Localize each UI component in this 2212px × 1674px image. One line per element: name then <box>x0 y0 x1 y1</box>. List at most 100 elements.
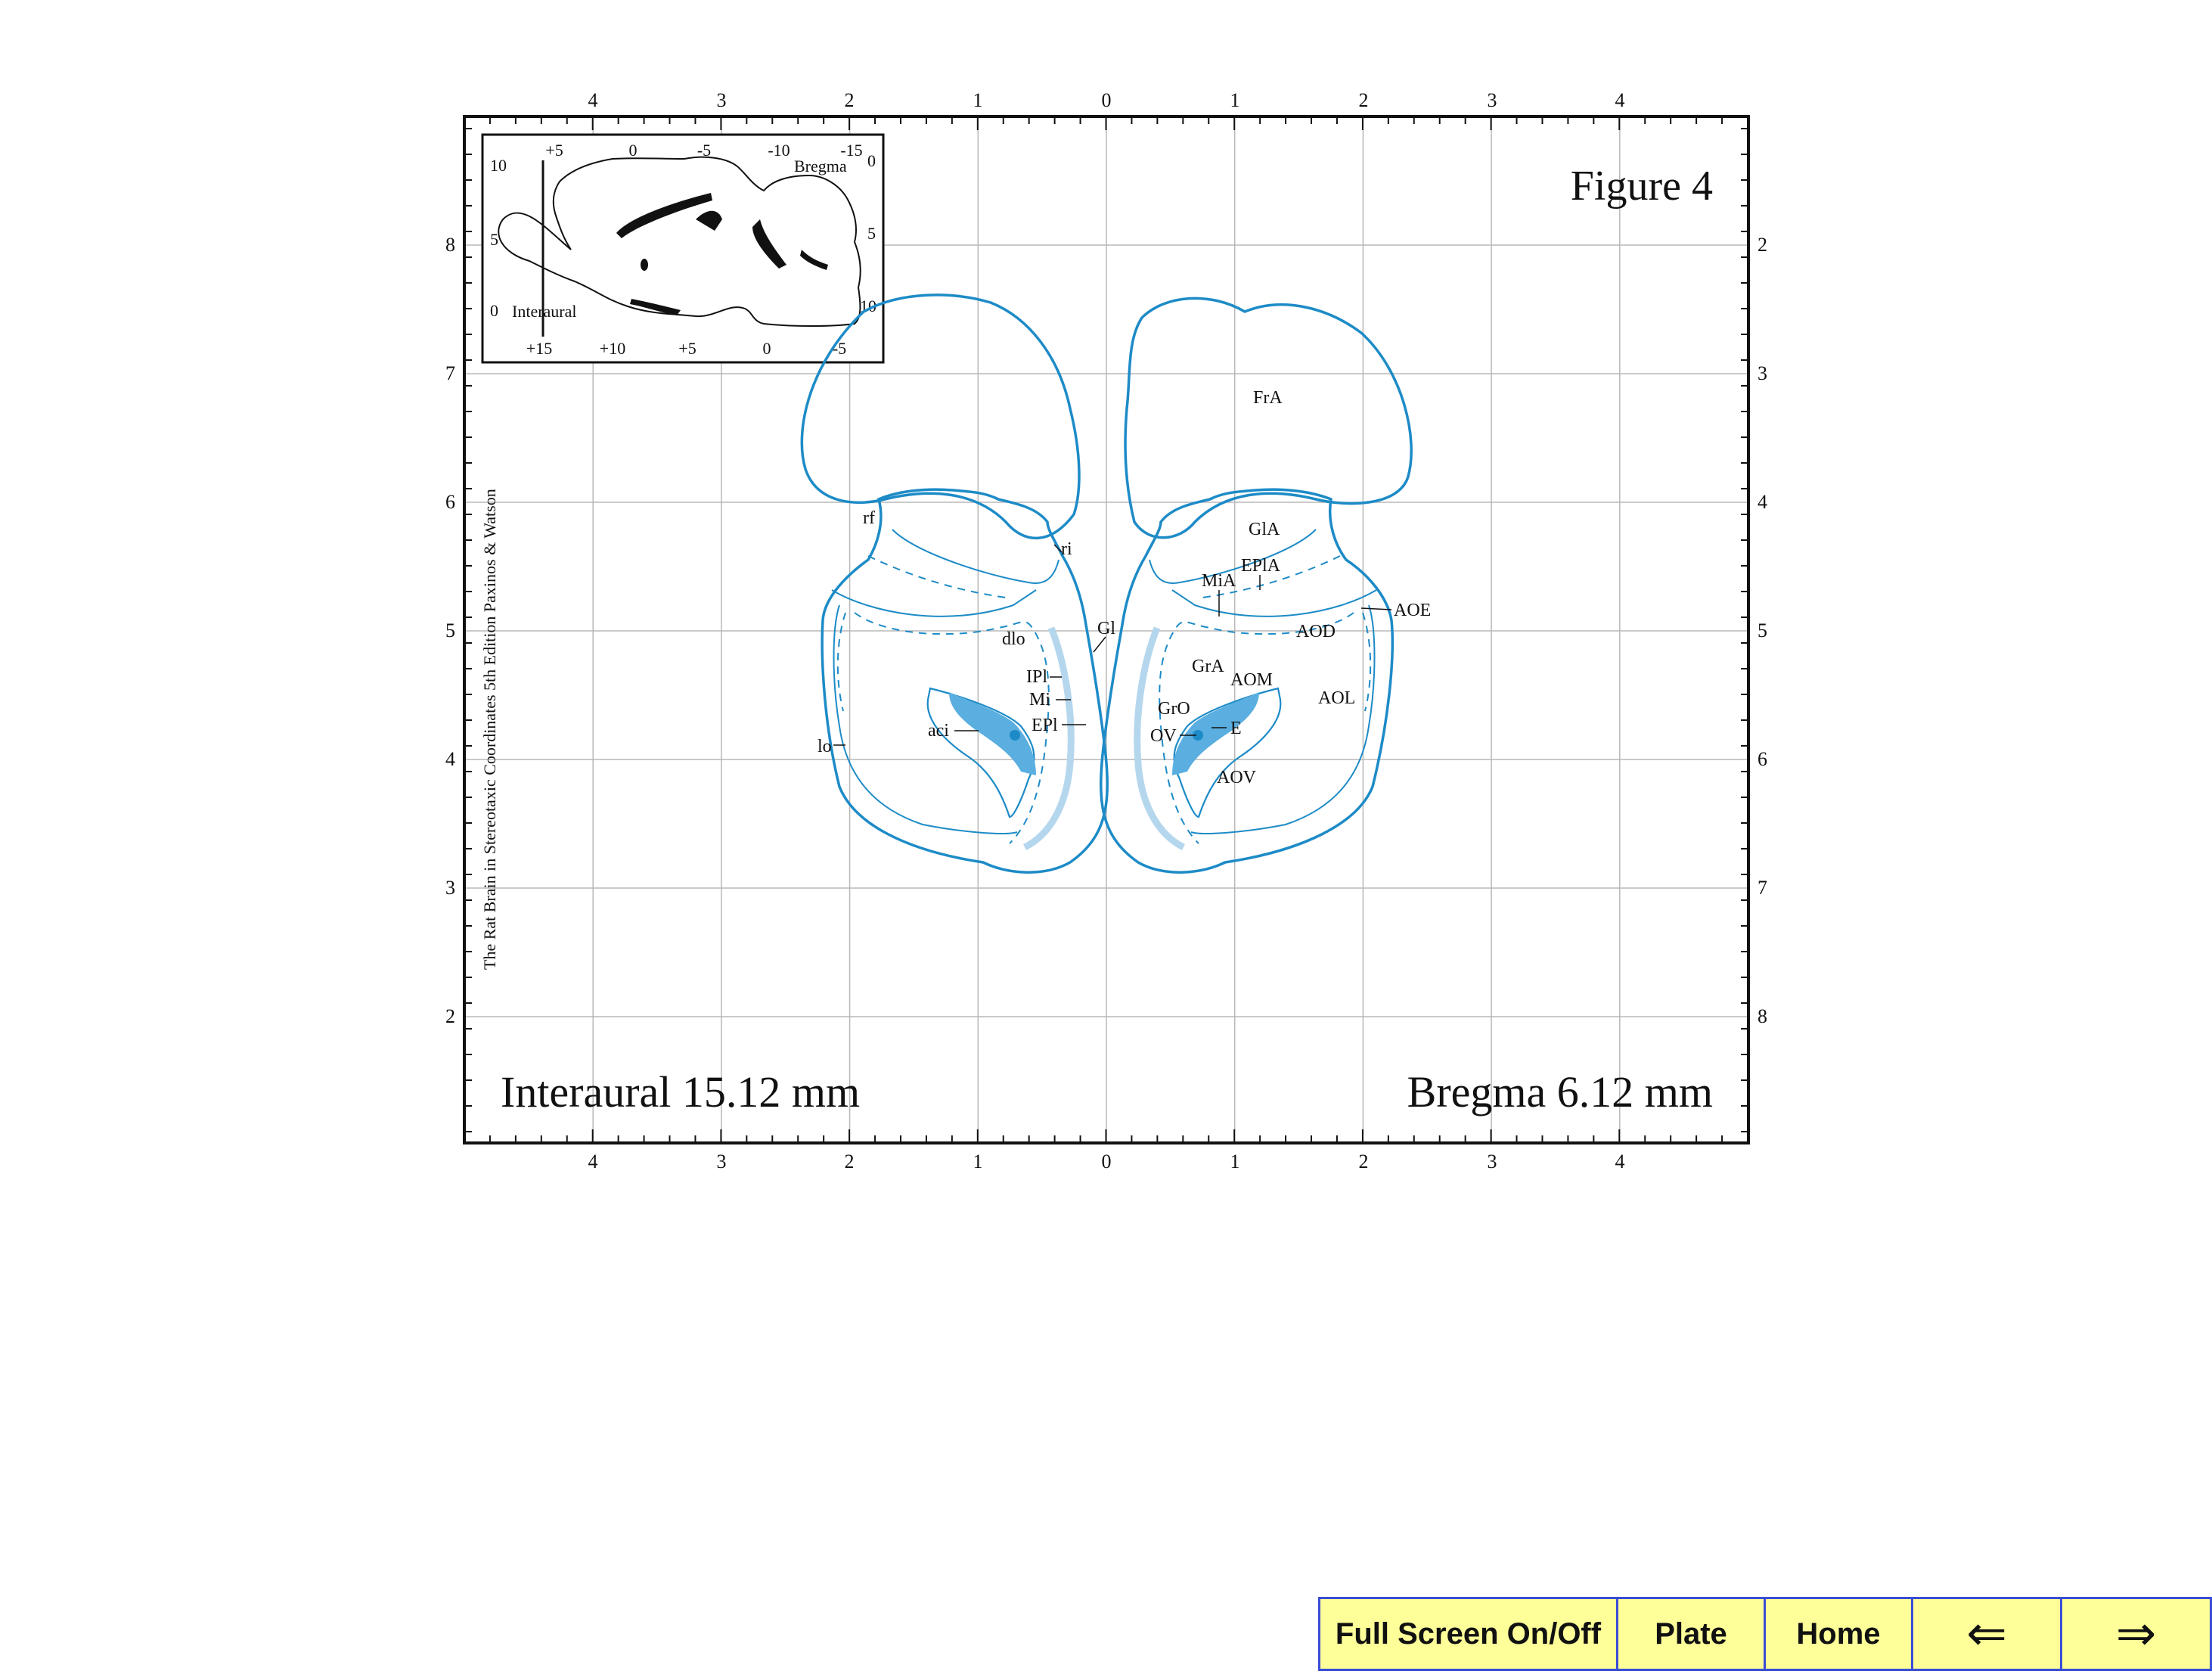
bottom-tick-label: 4 <box>1615 1151 1625 1172</box>
right-gl-dashed <box>1202 555 1341 598</box>
label-lo: lo <box>817 737 832 756</box>
label-gra: GrA <box>1192 657 1224 676</box>
label-mi: Mi <box>1029 690 1050 710</box>
right-bulb-outline <box>1100 488 1394 874</box>
inset-top-tick: -10 <box>768 141 790 160</box>
previous-button[interactable]: ⇐ <box>1913 1599 2062 1669</box>
right-tick-label: 3 <box>1758 362 1767 384</box>
label-gl: Gl <box>1097 619 1115 638</box>
right-tick-label: 8 <box>1758 1005 1767 1027</box>
inset-bottom-tick: -5 <box>833 339 846 358</box>
sagittal-inset: +5 0 -5 -10 -15 +15 +10 +5 0 -5 10 5 0 0… <box>481 133 885 364</box>
right-outer-thin <box>1149 529 1317 584</box>
bottom-tick-label: 0 <box>1102 1151 1112 1172</box>
inset-ventricle <box>616 193 712 238</box>
top-tick-label: 1 <box>1230 89 1240 111</box>
inset-interaural-label: Interaural <box>512 302 577 321</box>
label-epla: EPlA <box>1241 556 1281 576</box>
fullscreen-toggle-button[interactable]: Full Screen On/Off <box>1320 1599 1618 1669</box>
left-inner-2 <box>833 604 1018 834</box>
top-tick-label: 2 <box>845 89 855 111</box>
top-axis-labels: 4 3 2 1 0 1 2 3 4 <box>588 89 1625 111</box>
left-tick-label: 4 <box>445 748 455 770</box>
left-frontal-cap <box>800 293 1081 539</box>
right-tick-label: 5 <box>1758 620 1767 641</box>
inset-ventricle-5 <box>800 250 828 270</box>
inset-top-tick: +5 <box>545 141 563 160</box>
label-ipl: IPl <box>1026 667 1047 687</box>
left-aci-fill <box>949 692 1036 775</box>
label-aol: AOL <box>1318 688 1355 708</box>
right-ov-dot <box>1193 730 1203 741</box>
label-ov: OV <box>1150 726 1177 746</box>
label-aov: AOV <box>1217 768 1257 787</box>
label-aci: aci <box>928 721 949 741</box>
top-tick-label: 3 <box>1488 89 1497 111</box>
inset-right-tick: 5 <box>867 224 876 243</box>
label-e: E <box>1230 719 1242 738</box>
inset-top-tick: -15 <box>840 141 862 160</box>
interaural-coordinate: Interaural 15.12 mm <box>501 1067 860 1117</box>
left-bulb-outline <box>821 488 1109 874</box>
coronal-section <box>800 293 1413 874</box>
credit-vertical-text: The Rat Brain in Stereotaxic Coordinates… <box>480 489 499 970</box>
bottom-tick-label: 2 <box>1359 1151 1369 1172</box>
home-button[interactable]: Home <box>1766 1599 1913 1669</box>
right-inner-dashed-lateral <box>1362 612 1372 712</box>
right-axis-labels: 2 3 4 5 6 7 8 <box>1758 234 1767 1027</box>
label-aoe: AOE <box>1394 601 1431 620</box>
label-aod: AOD <box>1296 622 1336 641</box>
right-tick-label: 6 <box>1758 748 1767 770</box>
left-axis-labels: 8 7 6 5 4 3 2 <box>445 234 455 1027</box>
top-tick-label: 0 <box>1102 89 1112 111</box>
inset-brain-outline <box>498 156 861 327</box>
label-epl: EPl <box>1032 716 1058 735</box>
label-ri: ri <box>1061 539 1072 559</box>
bregma-coordinate: Bregma 6.12 mm <box>1407 1067 1713 1117</box>
label-rf: rf <box>863 508 875 528</box>
left-light-band <box>1022 626 1075 851</box>
label-dlo: dlo <box>1002 629 1025 649</box>
plate-frame <box>463 115 1750 1144</box>
left-tick-label: 2 <box>445 1005 455 1027</box>
inset-bottom-tick: 0 <box>763 339 771 358</box>
label-gro: GrO <box>1158 699 1190 719</box>
left-outer-thin <box>892 529 1059 584</box>
inset-ventricle-4 <box>630 299 681 315</box>
right-tick-label: 2 <box>1758 234 1767 256</box>
inset-left-tick: 10 <box>490 156 507 175</box>
label-aom: AOM <box>1230 670 1273 690</box>
right-tick-label: 7 <box>1758 877 1767 899</box>
leader-lines <box>833 544 1392 746</box>
right-gro-outline <box>1173 687 1282 818</box>
right-inner-1 <box>1171 589 1377 617</box>
right-gro-fill <box>1172 692 1259 775</box>
left-inner-1 <box>831 589 1037 617</box>
label-mia: MiA <box>1202 571 1236 591</box>
next-button[interactable]: ⇒ <box>2115 1606 2157 1662</box>
bottom-axis-labels: 4 3 2 1 0 1 2 3 4 <box>588 1151 1625 1172</box>
right-inner-2 <box>1190 604 1376 834</box>
inset-left-tick: 5 <box>490 230 498 249</box>
inset-top-tick: -5 <box>697 141 711 160</box>
top-tick-label: 4 <box>588 89 598 111</box>
inset-bottom-tick: +5 <box>678 339 696 358</box>
bottom-tick-label: 4 <box>588 1151 598 1172</box>
bottom-tick-label: 1 <box>973 1151 983 1172</box>
left-inner-dashed-lateral <box>836 612 846 712</box>
top-tick-label: 1 <box>973 89 983 111</box>
inset-left-tick: 0 <box>490 301 498 320</box>
structure-labels: FrA GlA EPlA MiA AOE AOD GrA AOM AOL GrO… <box>817 388 1431 787</box>
left-tick-label: 3 <box>445 877 455 899</box>
inset-ventricle-2 <box>696 210 722 231</box>
left-gl-dashed <box>867 555 1007 598</box>
right-epl-dashed <box>1159 612 1354 844</box>
left-tick-label: 5 <box>445 620 455 641</box>
left-aci-outline <box>926 687 1035 818</box>
inset-right-tick: 0 <box>867 151 876 170</box>
figure-title: Figure 4 <box>1571 163 1713 210</box>
top-tick-label: 2 <box>1359 89 1369 111</box>
label-gla: GlA <box>1249 520 1280 539</box>
plate-button[interactable]: Plate <box>1618 1599 1766 1669</box>
